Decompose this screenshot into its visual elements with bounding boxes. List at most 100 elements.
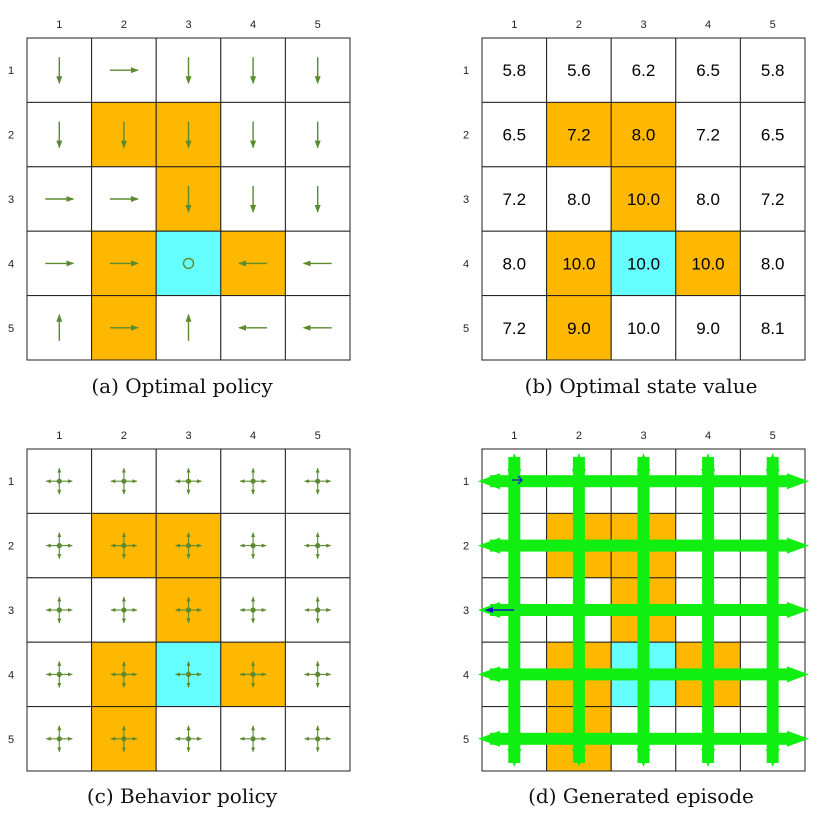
value-cell-r5-c3 [610,295,677,361]
stay-dot-icon [56,607,62,613]
state-value-r4-c2: 10.0 [562,254,595,273]
behavior-col-label: 3 [185,430,191,442]
episode-arrowhead-up-icon [636,453,651,471]
episode-vertical-path [508,457,521,763]
stay-dot-icon [121,607,127,613]
uniform-policy-icon [45,532,73,560]
value-cell-r4-c2 [546,230,612,297]
uniform-policy-icon [175,596,202,624]
stay-circle-icon [182,257,195,270]
value-cell-r4-c3 [610,230,677,297]
stay-dot-icon [56,543,62,549]
state-value-r1-c2: 5.6 [567,61,591,80]
state-value-r1-c1: 5.8 [502,61,526,80]
value-cell-r5-c1 [481,295,548,361]
value-cell-r1-c5 [739,37,806,103]
uniform-policy-icon [45,467,73,495]
behavior-row-label: 4 [8,669,14,681]
episode-row-label: 1 [463,476,469,488]
state-value-r1-c3: 6.2 [632,61,656,80]
uniform-policy-icon [45,660,73,688]
state-value-r1-c4: 6.5 [696,61,720,80]
episode-row-label: 3 [463,605,469,617]
state-value-r2-c3: 8.0 [632,126,656,145]
behavior-col-label: 2 [121,430,127,442]
policy-col-label: 2 [121,19,127,31]
value-cell-r3-c2 [546,166,612,232]
stay-dot-icon [250,478,256,484]
state-value-r4-c3: 10.0 [627,254,660,273]
value-cell-r4-c5 [739,230,806,297]
uniform-policy-icon [239,596,267,624]
uniform-policy-icon [110,725,138,753]
value-row-label: 4 [463,258,469,270]
policy-row-label: 5 [8,323,14,335]
state-value-r5-c4: 9.0 [696,319,720,338]
uniform-policy-icon [304,596,332,624]
panel-behavior-policy: 1 2 3 4 5 1 2 3 4 5 [8,430,351,772]
state-value-r4-c1: 8.0 [502,254,526,273]
behavior-row-label: 1 [8,476,14,488]
episode-arrowhead-right-icon [787,602,809,618]
policy-cell-r5-c3 [155,295,222,361]
stay-dot-icon [185,671,192,678]
episode-arrowhead-up-icon [765,453,780,471]
stay-dot-icon [250,543,256,549]
state-value-r3-c2: 8.0 [567,190,591,209]
policy-cell-r3-c5 [284,166,351,232]
state-value-r2-c5: 6.5 [761,126,785,145]
policy-row-label: 4 [8,258,14,270]
episode-vertical-path [572,457,585,763]
state-value-r4-c4: 10.0 [692,254,725,273]
episode-arrowhead-down-icon [636,749,651,767]
value-col-label: 2 [576,19,582,31]
episode-arrowhead-up-icon [507,453,522,471]
episode-arrowhead-down-icon [507,749,522,767]
behavior-col-label: 4 [250,430,256,442]
policy-row-label: 2 [8,130,14,142]
value-row-label: 3 [463,194,469,206]
episode-arrowhead-left-icon [478,666,500,683]
value-col-label: 4 [705,19,711,31]
value-cell-r3-c1 [481,166,548,232]
value-cell-r5-c2 [546,295,612,361]
stay-dot-icon [250,736,256,742]
episode-col-label: 1 [511,430,517,442]
value-cell-r1-c4 [675,37,741,103]
state-value-r1-c5: 5.8 [761,61,785,80]
state-value-r5-c2: 9.0 [567,319,591,338]
uniform-policy-icon [110,596,138,624]
behavior-row-label: 5 [8,734,14,746]
stay-dot-icon [315,478,321,484]
policy-cell-r4-c3 [155,230,222,297]
state-value-r3-c3: 10.0 [627,190,660,209]
state-value-r2-c1: 6.5 [502,126,526,145]
panel-optimal-policy: 1 2 3 4 5 1 2 3 4 5 [8,19,351,361]
stay-dot-icon [315,736,321,742]
stay-dot-icon [185,607,192,613]
policy-col-label: 5 [315,19,321,31]
caption-optimal-state-value: (b) Optimal state value [525,374,758,398]
uniform-policy-icon [175,725,202,753]
stay-dot-icon [250,607,256,613]
behavior-row-label: 2 [8,541,14,553]
value-row-label: 5 [463,323,469,335]
episode-vertical-path [637,457,650,763]
episode-arrowhead-up-icon [571,453,586,471]
stay-dot-icon [315,671,321,678]
episode-row-label: 2 [463,541,469,553]
uniform-policy-icon [175,532,202,560]
state-value-r5-c5: 8.1 [761,319,785,338]
uniform-policy-icon [239,532,267,560]
state-value-r2-c4: 7.2 [696,126,720,145]
uniform-policy-icon [304,725,332,753]
value-row-label: 2 [463,130,469,142]
value-col-label: 5 [770,19,776,31]
value-cell-r1-c1 [481,37,548,103]
state-value-r3-c4: 8.0 [696,190,720,209]
uniform-policy-icon [110,660,138,688]
state-value-r5-c3: 10.0 [627,319,660,338]
state-value-r5-c1: 7.2 [502,319,526,338]
stay-dot-icon [185,543,192,549]
stay-dot-icon [315,543,321,549]
